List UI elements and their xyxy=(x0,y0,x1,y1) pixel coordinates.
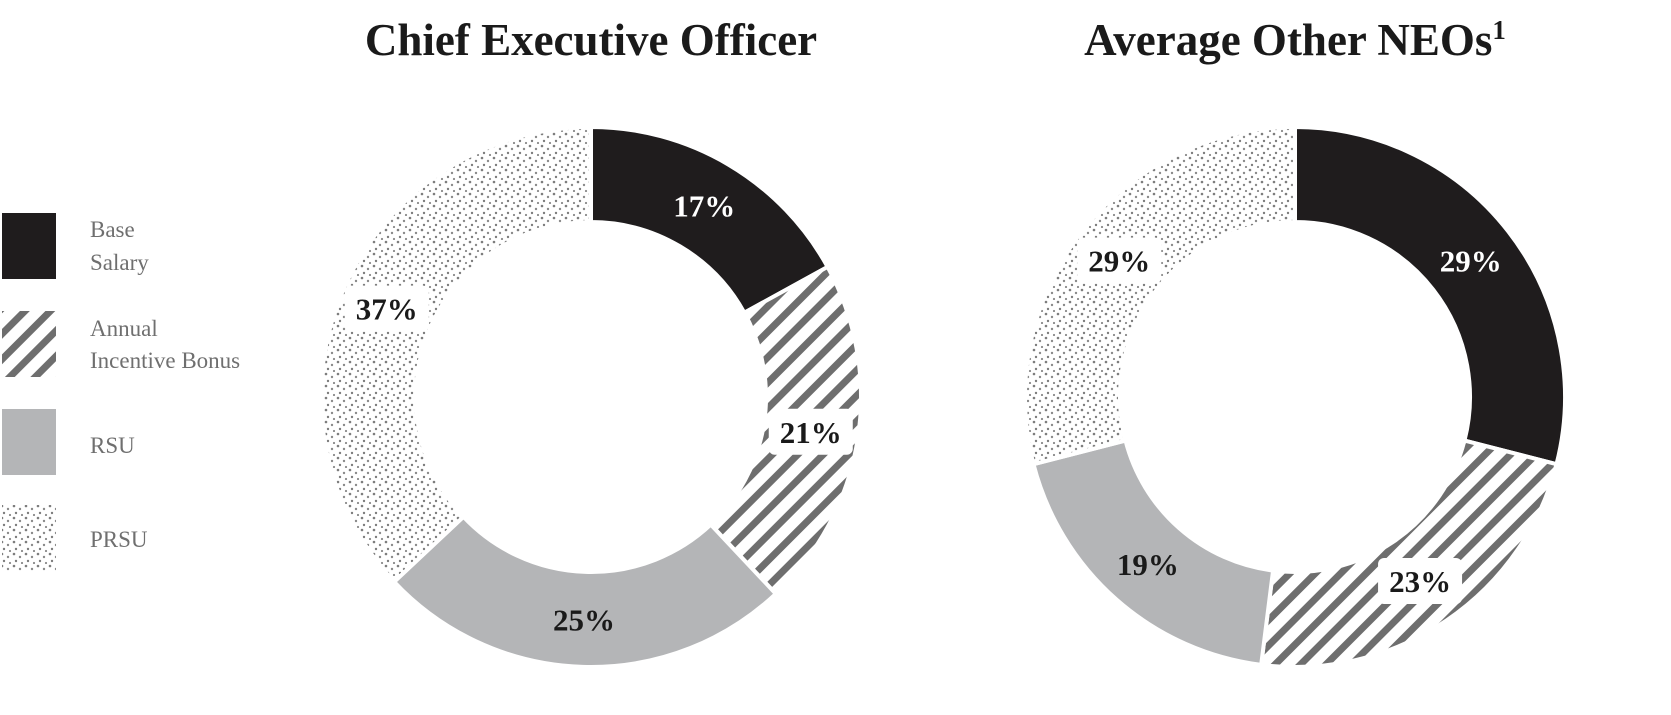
chart-title-superscript: 1 xyxy=(1492,15,1506,45)
legend-swatch-rsu xyxy=(2,409,56,475)
data-label-base-salary: 17% xyxy=(673,188,735,223)
legend-swatch-annual-incentive-bonus xyxy=(2,311,56,377)
chart-title-text: Average Other NEOs xyxy=(1084,15,1492,65)
other-neos-pay-mix-donut: Average Other NEOs1 29% 23% 19% 29% xyxy=(1022,15,1568,669)
legend-swatch-prsu xyxy=(2,505,56,571)
legend-swatch-base-salary xyxy=(2,213,56,279)
chart-title: Chief Executive Officer xyxy=(365,15,817,65)
donut-labels: 17% 21% 25% 37% xyxy=(344,188,853,637)
legend: Base Salary Annual Incentive Bonus RSU P… xyxy=(2,213,240,571)
data-label-background xyxy=(1077,237,1162,284)
legend-item-annual-incentive-bonus: Annual Incentive Bonus xyxy=(2,311,240,377)
data-label-background xyxy=(1378,558,1463,605)
donut-slice-rsu xyxy=(1031,438,1276,668)
donut-slice-prsu xyxy=(319,124,593,585)
legend-label-line: Annual xyxy=(90,316,158,341)
legend-item-base-salary: Base Salary xyxy=(2,213,149,279)
legend-item-rsu: RSU xyxy=(2,409,135,475)
chart-title-text: Chief Executive Officer xyxy=(365,15,817,65)
data-label-rsu: 19% xyxy=(1117,547,1179,582)
legend-label-line: RSU xyxy=(90,433,135,458)
donut-slice-annual-incentive-bonus xyxy=(1258,438,1559,669)
data-label-base-salary: 29% xyxy=(1440,244,1502,279)
legend-label-line: Incentive Bonus xyxy=(90,348,240,373)
donut-slice-base-salary xyxy=(589,124,831,316)
legend-label-line: Base xyxy=(90,217,135,242)
legend-item-prsu: PRSU xyxy=(2,505,148,571)
chart-title: Average Other NEOs1 xyxy=(1084,15,1506,65)
data-label-prsu: 29% xyxy=(1088,244,1150,279)
donut-slice-base-salary xyxy=(1293,124,1568,467)
donut-slices xyxy=(1022,124,1568,669)
donut-slices xyxy=(319,124,863,669)
data-label-background xyxy=(768,408,853,455)
donut-labels: 29% 23% 19% 29% xyxy=(1077,237,1502,605)
donut-slice-rsu xyxy=(391,513,779,669)
legend-label-line: Salary xyxy=(90,250,149,275)
data-label-background xyxy=(344,285,429,332)
data-label-annual-incentive-bonus: 23% xyxy=(1389,564,1451,599)
data-label-prsu: 37% xyxy=(356,292,418,327)
legend-label-line: PRSU xyxy=(90,527,148,552)
ceo-pay-mix-donut: Chief Executive Officer 17% 21% 25% 37% xyxy=(319,15,863,669)
donut-slice-prsu xyxy=(1022,124,1297,467)
data-label-annual-incentive-bonus: 21% xyxy=(780,415,842,450)
data-label-rsu: 25% xyxy=(553,602,615,637)
